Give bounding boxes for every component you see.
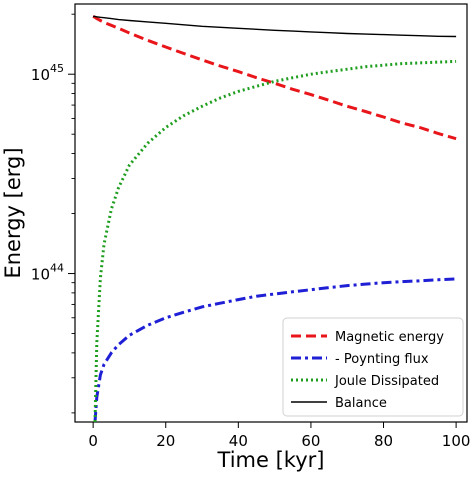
series-line-magnetic-energy [92,15,457,141]
series-line-joule-dissipated [93,59,457,423]
x-tick-label: 80 [374,432,393,450]
series-line-balance [93,15,457,38]
legend-label-joule-dissipated: Joule Dissipated [334,374,439,389]
x-tick-label: 100 [442,432,471,450]
x-tick-label: 20 [156,432,175,450]
legend-label-balance: Balance [335,396,387,411]
legend-label-magnetic-energy: Magnetic energy [335,330,444,345]
y-tick-label: 1045 [31,62,64,84]
ticks-layer: 0 20 40 60 80 100 1044 1045 [31,13,471,450]
legend-box [282,317,464,417]
series-line-poynting-flux [93,277,457,423]
legend: Magnetic energy - Poynting flux Joule Di… [282,317,464,417]
x-axis-title: Time [kyr] [217,448,325,472]
series-layer [92,15,457,423]
x-tick-label: 40 [229,432,248,450]
y-axis-title: Energy [erg] [1,147,25,278]
y-tick-label: 1044 [31,262,64,284]
x-tick-label: 60 [301,432,320,450]
legend-label-poynting-flux: - Poynting flux [335,352,429,367]
plot-frame [74,3,468,423]
x-tick-label: 0 [88,432,98,450]
